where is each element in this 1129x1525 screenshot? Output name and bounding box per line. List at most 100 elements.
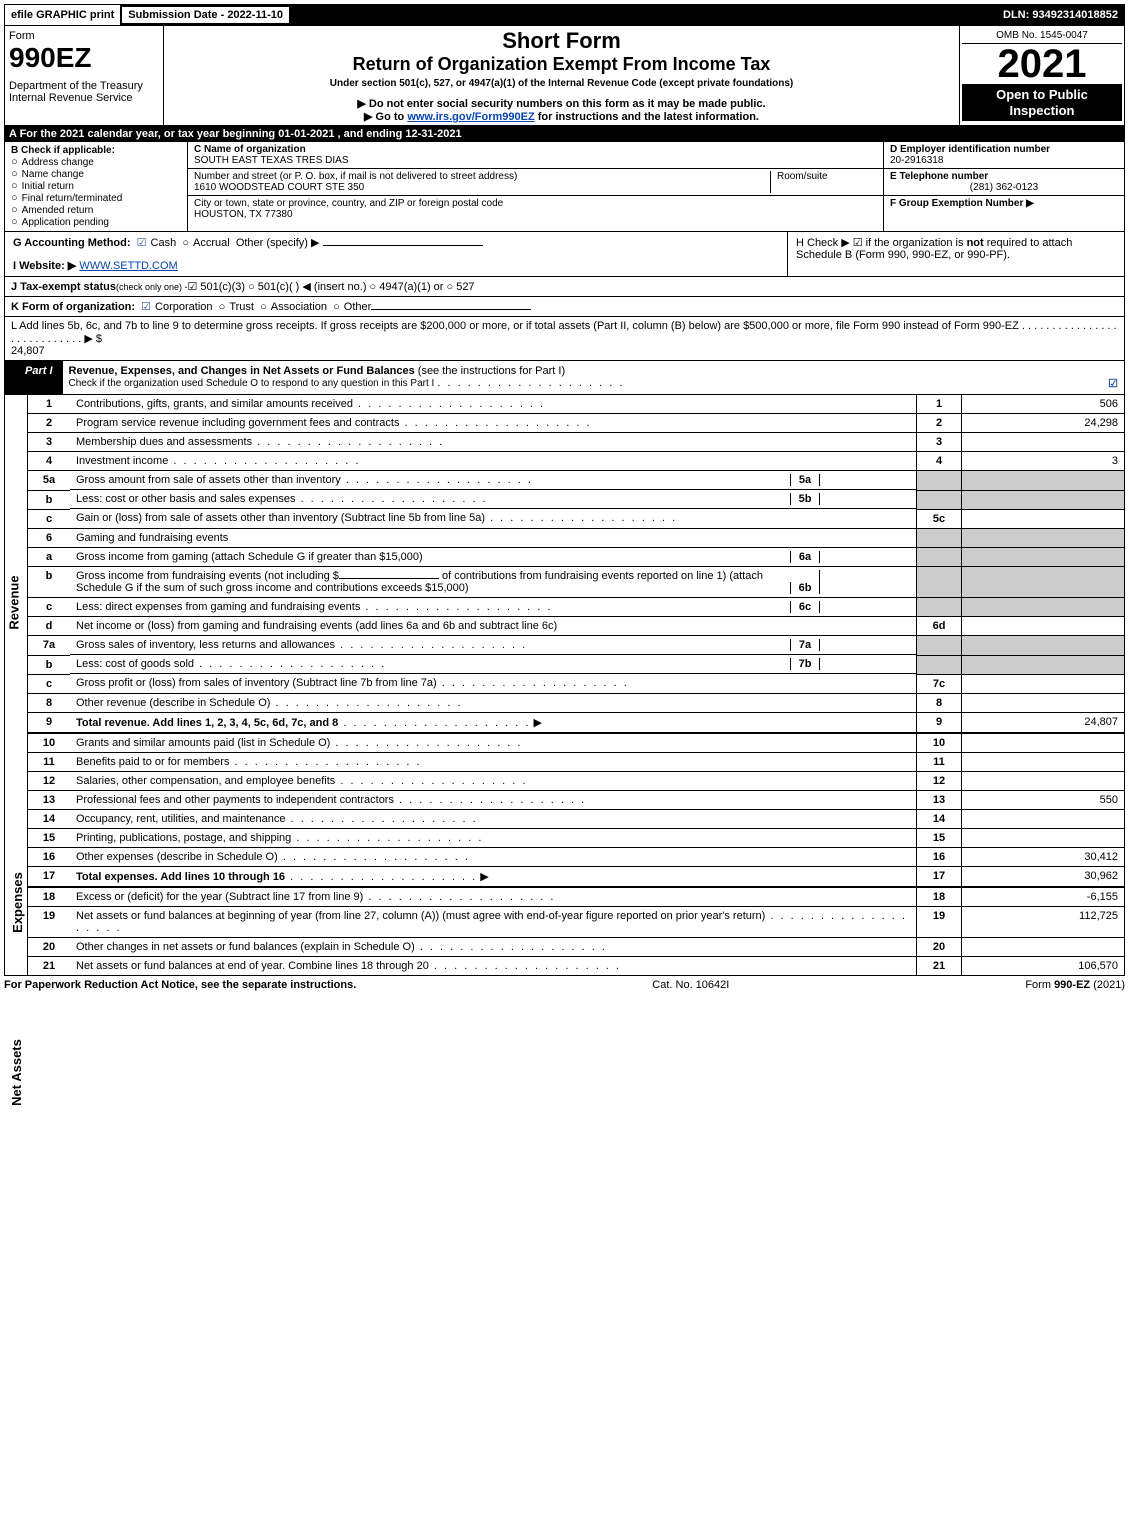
line-8: 8Other revenue (describe in Schedule O)8	[28, 693, 1125, 712]
i-label: I Website: ▶	[13, 260, 76, 272]
line-13: 13Professional fees and other payments t…	[28, 790, 1125, 809]
line-6d: dNet income or (loss) from gaming and fu…	[28, 617, 1125, 636]
l6d-desc: Net income or (loss) from gaming and fun…	[70, 617, 917, 636]
line-1: 1Contributions, gifts, grants, and simil…	[28, 395, 1125, 414]
l15-desc: Printing, publications, postage, and shi…	[76, 832, 291, 844]
k-other[interactable]: Other	[333, 301, 371, 313]
line-5a: 5aGross amount from sale of assets other…	[28, 471, 1125, 491]
l18-desc: Excess or (deficit) for the year (Subtra…	[76, 891, 363, 903]
line-6a: aGross income from gaming (attach Schedu…	[28, 547, 1125, 567]
line-11: 11Benefits paid to or for members11	[28, 752, 1125, 771]
d-label: D Employer identification number	[890, 144, 1118, 155]
k-label: K Form of organization:	[11, 301, 135, 313]
irs-link[interactable]: www.irs.gov/Form990EZ	[407, 111, 534, 123]
l7a-val	[819, 639, 910, 651]
chk-app-pending[interactable]: Application pending	[11, 216, 181, 228]
l8-desc: Other revenue (describe in Schedule O)	[76, 697, 270, 709]
l2-val: 24,298	[962, 414, 1125, 433]
chk-final-return[interactable]: Final return/terminated	[11, 192, 181, 204]
g-accrual[interactable]: Accrual	[182, 237, 229, 249]
k-assoc[interactable]: Association	[260, 301, 327, 313]
street: 1610 WOODSTEAD COURT STE 350	[194, 182, 770, 193]
l10-val	[962, 733, 1125, 753]
b-label: B Check if applicable:	[11, 145, 181, 156]
l4-val: 3	[962, 452, 1125, 471]
l6b-d1: Gross income from fundraising events (no…	[76, 570, 339, 582]
footer-right-post: (2021)	[1090, 979, 1125, 991]
l18-val: -6,155	[962, 887, 1125, 907]
side-expenses: Expenses	[10, 872, 25, 933]
website-link[interactable]: WWW.SETTD.COM	[79, 260, 177, 272]
l11-desc: Benefits paid to or for members	[76, 756, 229, 768]
part1-title2: (see the instructions for Part I)	[418, 365, 565, 377]
chk-amended[interactable]: Amended return	[11, 204, 181, 216]
l5c-desc: Gain or (loss) from sale of assets other…	[76, 512, 485, 524]
line-16: 16Other expenses (describe in Schedule O…	[28, 847, 1125, 866]
l21-val: 106,570	[962, 956, 1125, 975]
part1-title: Revenue, Expenses, and Changes in Net As…	[69, 365, 418, 377]
k-corp[interactable]: Corporation	[141, 300, 212, 313]
g-cash[interactable]: Cash	[137, 237, 177, 249]
l5b-desc: Less: cost or other basis and sales expe…	[76, 493, 296, 505]
line-2: 2Program service revenue including gover…	[28, 414, 1125, 433]
section-c: C Name of organization SOUTH EAST TEXAS …	[188, 142, 883, 231]
line-3: 3Membership dues and assessments3	[28, 433, 1125, 452]
side-netassets: Net Assets	[9, 1039, 24, 1106]
part1-label: Part I	[5, 361, 63, 394]
l19-val: 112,725	[962, 906, 1125, 937]
k-trust[interactable]: Trust	[219, 301, 254, 313]
l9-val: 24,807	[962, 712, 1125, 733]
org-name: SOUTH EAST TEXAS TRES DIAS	[194, 155, 877, 166]
l14-desc: Occupancy, rent, utilities, and maintena…	[76, 813, 286, 825]
c-name-label: C Name of organization	[194, 144, 877, 155]
g-other[interactable]: Other (specify) ▶	[236, 237, 320, 249]
l7b-val	[819, 658, 910, 670]
city-label: City or town, state or province, country…	[194, 198, 877, 209]
l7a-desc: Gross sales of inventory, less returns a…	[76, 639, 335, 651]
part1-sub: Check if the organization used Schedule …	[69, 378, 435, 389]
subtitle: Under section 501(c), 527, or 4947(a)(1)…	[170, 78, 953, 89]
goto-pre: ▶ Go to	[364, 111, 407, 123]
l6a-desc: Gross income from gaming (attach Schedul…	[76, 551, 790, 563]
l5a-val	[819, 474, 910, 486]
note-goto: ▶ Go to www.irs.gov/Form990EZ for instru…	[170, 110, 953, 123]
g-label: G Accounting Method:	[13, 237, 131, 249]
chk-address-change[interactable]: Address change	[11, 156, 181, 168]
phone: (281) 362-0123	[890, 182, 1118, 193]
l20-val	[962, 937, 1125, 956]
chk-initial-return[interactable]: Initial return	[11, 180, 181, 192]
l16-val: 30,412	[962, 847, 1125, 866]
line-17: 17Total expenses. Add lines 10 through 1…	[28, 866, 1125, 887]
l8-val	[962, 693, 1125, 712]
l16-desc: Other expenses (describe in Schedule O)	[76, 851, 278, 863]
l19-desc: Net assets or fund balances at beginning…	[76, 910, 765, 922]
submission-date: Submission Date - 2022-11-10	[121, 6, 290, 24]
h-not: not	[967, 237, 984, 249]
l7c-val	[962, 674, 1125, 693]
l-text: L Add lines 5b, 6c, and 7b to line 9 to …	[11, 320, 1118, 345]
line-10: 10Grants and similar amounts paid (list …	[28, 733, 1125, 753]
chk-name-change[interactable]: Name change	[11, 168, 181, 180]
l5c-val	[962, 509, 1125, 528]
row-j: J Tax-exempt status (check only one) - ☑…	[4, 277, 1125, 297]
form-code: 990EZ	[9, 42, 159, 74]
city: HOUSTON, TX 77380	[194, 209, 877, 220]
f-label: F Group Exemption Number ▶	[890, 198, 1034, 209]
row-k: K Form of organization: Corporation Trus…	[4, 297, 1125, 317]
l14-val	[962, 809, 1125, 828]
footer-left: For Paperwork Reduction Act Notice, see …	[4, 979, 356, 991]
top-bar: efile GRAPHIC print Submission Date - 20…	[4, 4, 1125, 26]
side-revenue: Revenue	[7, 575, 22, 629]
l7b-desc: Less: cost of goods sold	[76, 658, 194, 670]
page-footer: For Paperwork Reduction Act Notice, see …	[4, 976, 1125, 994]
dln: DLN: 93492314018852	[997, 5, 1124, 25]
l6c-val	[819, 601, 910, 613]
l2-desc: Program service revenue including govern…	[76, 417, 399, 429]
l6a-val	[819, 551, 910, 563]
part1-check[interactable]: ☑	[1108, 377, 1118, 390]
l10-desc: Grants and similar amounts paid (list in…	[76, 737, 330, 749]
efile-label[interactable]: efile GRAPHIC print	[5, 5, 120, 25]
l9-desc: Total revenue. Add lines 1, 2, 3, 4, 5c,…	[76, 717, 338, 729]
l20-desc: Other changes in net assets or fund bala…	[76, 941, 415, 953]
l15-val	[962, 828, 1125, 847]
